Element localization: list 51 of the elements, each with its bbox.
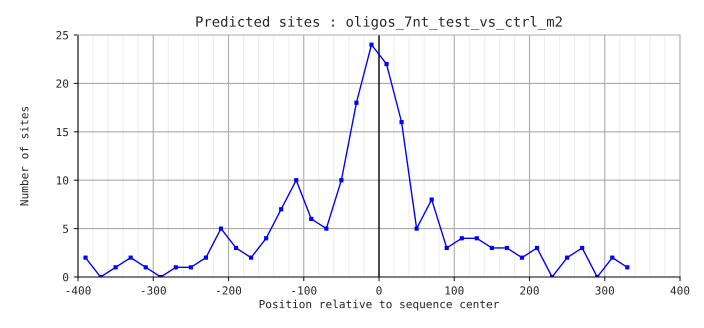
point	[625, 265, 630, 270]
point	[610, 256, 614, 260]
y-tick-label: 20	[56, 79, 68, 88]
x-tick-label: -100	[292, 286, 316, 295]
point	[460, 236, 464, 240]
x-tick-label: 0	[376, 286, 382, 295]
chart-title: Predicted sites : oligos_7nt_test_vs_ctrl_m2	[196, 16, 562, 30]
point	[83, 256, 88, 260]
y-tick-label: 25	[56, 31, 68, 40]
point	[248, 256, 254, 260]
point	[520, 256, 524, 260]
x-tick-label: 300	[595, 286, 614, 295]
point	[279, 207, 284, 212]
point	[354, 100, 359, 105]
point	[324, 226, 328, 231]
x-tick-label: -300	[142, 286, 166, 295]
point	[218, 226, 224, 231]
point	[234, 246, 238, 250]
x-tick-label: -200	[217, 286, 242, 295]
point	[504, 246, 510, 250]
point	[414, 226, 419, 231]
y-tick-label: 15	[56, 128, 68, 136]
x-axis-title: Position relative to sequence center	[260, 300, 499, 310]
point	[474, 236, 479, 240]
y-tick-label: 0	[63, 273, 68, 282]
point	[444, 246, 449, 250]
point	[174, 265, 178, 270]
point	[128, 256, 133, 260]
y-axis-title: Number of sites	[20, 106, 28, 206]
point	[114, 265, 118, 270]
point	[490, 246, 494, 250]
x-tick-label: 200	[520, 286, 539, 295]
point	[144, 265, 148, 270]
point	[204, 256, 208, 260]
point	[580, 246, 584, 250]
x-tick-label: 100	[446, 286, 464, 295]
point	[339, 178, 344, 182]
point	[430, 197, 434, 202]
y-tick-label: 10	[56, 176, 68, 185]
point	[565, 256, 570, 260]
point	[384, 62, 389, 66]
point	[399, 120, 404, 124]
point	[369, 42, 374, 47]
point	[534, 246, 540, 250]
point	[309, 216, 314, 222]
x-tick-label: -400	[66, 286, 91, 295]
point	[188, 265, 193, 270]
point	[294, 178, 298, 182]
y-tick-label: 5	[63, 224, 68, 234]
x-tick-label: 400	[670, 286, 690, 295]
point	[264, 236, 268, 240]
